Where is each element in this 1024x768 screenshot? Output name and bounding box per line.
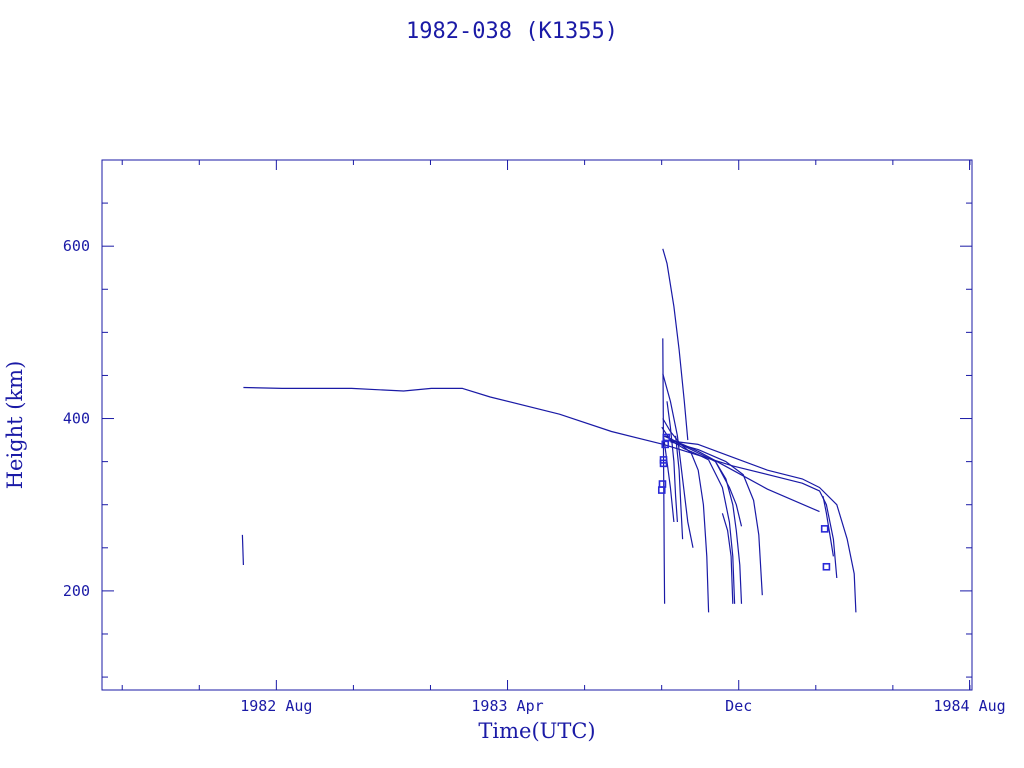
x-tick-label: 1983 Apr xyxy=(471,697,543,715)
series-line-10 xyxy=(714,461,743,527)
series-line-3 xyxy=(662,248,689,441)
data-marker-5 xyxy=(661,440,670,449)
x-axis-ticks: 1982 Aug 1983 Apr Dec 1984 Aug xyxy=(121,160,1006,715)
series-line-12 xyxy=(663,439,857,613)
y-axis-ticks: 200 400 600 xyxy=(63,202,972,678)
series-line-13 xyxy=(666,401,678,523)
y-tick-label: 200 xyxy=(63,582,90,600)
series-line-6 xyxy=(662,418,710,613)
series-line-17 xyxy=(822,495,834,557)
series-line-9 xyxy=(670,441,763,596)
series-line-16 xyxy=(721,513,734,604)
data-marker-8 xyxy=(822,562,831,571)
series-line-11 xyxy=(663,435,820,513)
series-line-15 xyxy=(675,435,684,540)
data-marker-4 xyxy=(659,456,668,464)
series-line-2 xyxy=(243,386,838,579)
series-line-4 xyxy=(662,338,666,604)
chart-title: 1982-038 (K1355) xyxy=(406,19,618,44)
series-line-14 xyxy=(662,435,675,523)
data-marker-7 xyxy=(820,525,829,533)
x-tick-label: 1984 Aug xyxy=(933,697,1005,715)
plot-frame xyxy=(101,159,973,691)
series-line-8 xyxy=(664,435,743,604)
x-tick-label: Dec xyxy=(725,697,752,715)
y-tick-label: 400 xyxy=(63,410,90,428)
series-layer xyxy=(241,248,857,613)
y-tick-label: 600 xyxy=(63,237,90,255)
series-line-1 xyxy=(241,534,244,566)
x-axis-label: Time(UTC) xyxy=(478,719,595,743)
x-tick-label: 1982 Aug xyxy=(240,697,312,715)
marker-layer xyxy=(657,433,831,571)
y-axis-label: Height (km) xyxy=(3,361,27,490)
data-marker-6 xyxy=(662,433,671,442)
data-marker-2 xyxy=(658,480,667,488)
series-line-5 xyxy=(662,373,694,548)
